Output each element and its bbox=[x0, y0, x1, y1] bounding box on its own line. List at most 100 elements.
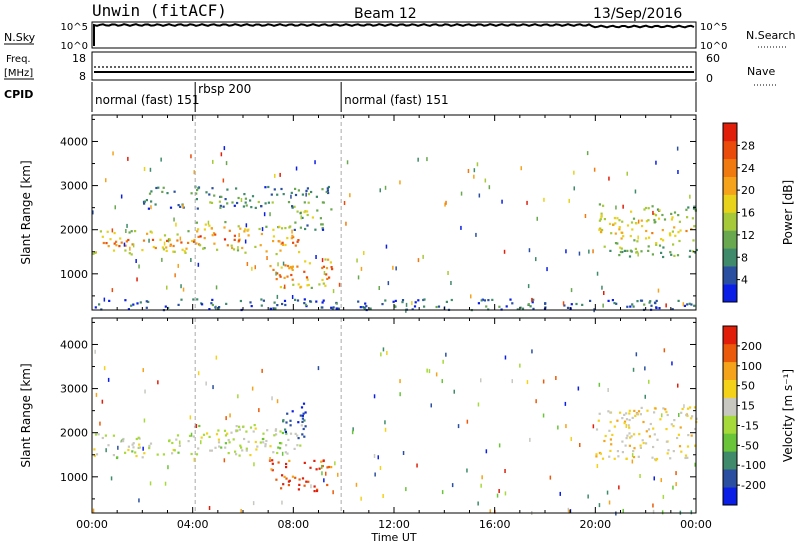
range-cell bbox=[180, 284, 182, 289]
range-cell bbox=[632, 305, 635, 308]
range-cell bbox=[150, 190, 153, 193]
range-cell bbox=[693, 205, 696, 208]
range-cell bbox=[235, 453, 238, 456]
range-cell bbox=[222, 178, 225, 183]
range-cell bbox=[171, 452, 174, 455]
range-cell bbox=[301, 193, 304, 196]
range-cell bbox=[294, 476, 297, 479]
range-cell bbox=[516, 308, 519, 311]
range-cell bbox=[578, 251, 581, 256]
range-cell bbox=[318, 467, 321, 470]
range-cell bbox=[306, 213, 309, 217]
range-cell bbox=[688, 302, 691, 305]
range-cell bbox=[321, 266, 324, 270]
range-cell bbox=[532, 298, 535, 301]
range-cell bbox=[210, 201, 214, 204]
range-cell bbox=[302, 427, 305, 431]
range-cell bbox=[219, 204, 222, 207]
range-cell bbox=[304, 260, 307, 263]
range-cell bbox=[271, 201, 274, 204]
range-cell bbox=[632, 367, 635, 372]
range-cell bbox=[272, 268, 275, 271]
range-cell bbox=[176, 233, 179, 236]
range-cell bbox=[653, 476, 655, 481]
range-cell bbox=[193, 170, 195, 175]
range-cell bbox=[178, 444, 181, 447]
range-cell bbox=[163, 241, 166, 246]
range-cell bbox=[423, 305, 426, 308]
range-cell bbox=[284, 428, 287, 431]
range-cell bbox=[177, 204, 180, 207]
range-cell bbox=[498, 305, 501, 308]
range-cell bbox=[531, 297, 533, 302]
range-cell bbox=[223, 146, 226, 151]
range-cell bbox=[531, 301, 534, 304]
range-cell bbox=[263, 212, 266, 217]
range-cell bbox=[175, 222, 177, 227]
range-cell bbox=[694, 444, 697, 447]
range-cell bbox=[287, 201, 291, 204]
range-cell bbox=[132, 446, 135, 449]
range-cell bbox=[198, 424, 201, 428]
range-cell bbox=[132, 442, 135, 445]
range-cell bbox=[614, 242, 618, 245]
range-cell bbox=[485, 305, 488, 308]
range-cell bbox=[692, 207, 696, 210]
range-cell bbox=[276, 294, 279, 299]
range-cell bbox=[599, 218, 602, 221]
range-cell bbox=[593, 167, 596, 172]
range-cell bbox=[519, 306, 522, 309]
range-cell bbox=[168, 440, 171, 443]
range-cell bbox=[596, 271, 599, 276]
range-cell bbox=[261, 227, 264, 232]
y-tick-label: 4000 bbox=[60, 135, 88, 148]
range-cell bbox=[305, 192, 307, 197]
range-cell bbox=[526, 380, 529, 385]
range-cell bbox=[695, 248, 698, 252]
range-cell bbox=[622, 508, 624, 513]
range-cell bbox=[296, 434, 299, 437]
power-panel: 1000 2000 3000 4000 Slant Range [km] 4 8 12 16 20… bbox=[19, 114, 795, 313]
range-cell bbox=[528, 248, 531, 253]
range-cell bbox=[671, 361, 673, 366]
range-cell bbox=[213, 242, 216, 245]
range-cell bbox=[598, 219, 601, 222]
range-cell bbox=[570, 288, 573, 293]
range-cell bbox=[177, 451, 180, 454]
range-cell bbox=[304, 411, 307, 414]
range-cell bbox=[223, 458, 226, 463]
range-cell bbox=[236, 249, 240, 252]
range-cell bbox=[227, 452, 230, 455]
range-cell bbox=[631, 453, 634, 458]
range-cell bbox=[555, 376, 557, 380]
range-cell bbox=[504, 355, 507, 360]
range-cell bbox=[94, 349, 96, 354]
range-cell bbox=[275, 253, 278, 256]
range-cell bbox=[609, 249, 612, 252]
range-cell bbox=[231, 246, 234, 250]
range-cell bbox=[671, 308, 674, 311]
range-cell bbox=[150, 200, 153, 203]
range-cell bbox=[272, 228, 275, 231]
range-cell bbox=[185, 247, 188, 250]
range-cell bbox=[238, 233, 240, 238]
range-cell bbox=[473, 174, 475, 179]
range-cell bbox=[120, 194, 123, 199]
range-cell bbox=[526, 200, 528, 205]
range-cell bbox=[475, 232, 477, 237]
range-cell bbox=[363, 251, 365, 255]
range-cell bbox=[307, 480, 310, 483]
range-cell bbox=[426, 157, 428, 162]
range-cell bbox=[628, 412, 631, 415]
range-cell bbox=[609, 449, 612, 452]
nsky-trace bbox=[93, 23, 695, 46]
range-cell bbox=[672, 425, 675, 428]
range-cell bbox=[686, 303, 689, 306]
colorbar-tick-label: 50 bbox=[741, 380, 755, 393]
range-cell bbox=[167, 238, 170, 243]
range-cell bbox=[652, 503, 654, 508]
range-cell bbox=[211, 187, 214, 190]
range-cell bbox=[411, 301, 413, 306]
range-cell bbox=[621, 440, 624, 443]
range-cell bbox=[302, 402, 306, 405]
